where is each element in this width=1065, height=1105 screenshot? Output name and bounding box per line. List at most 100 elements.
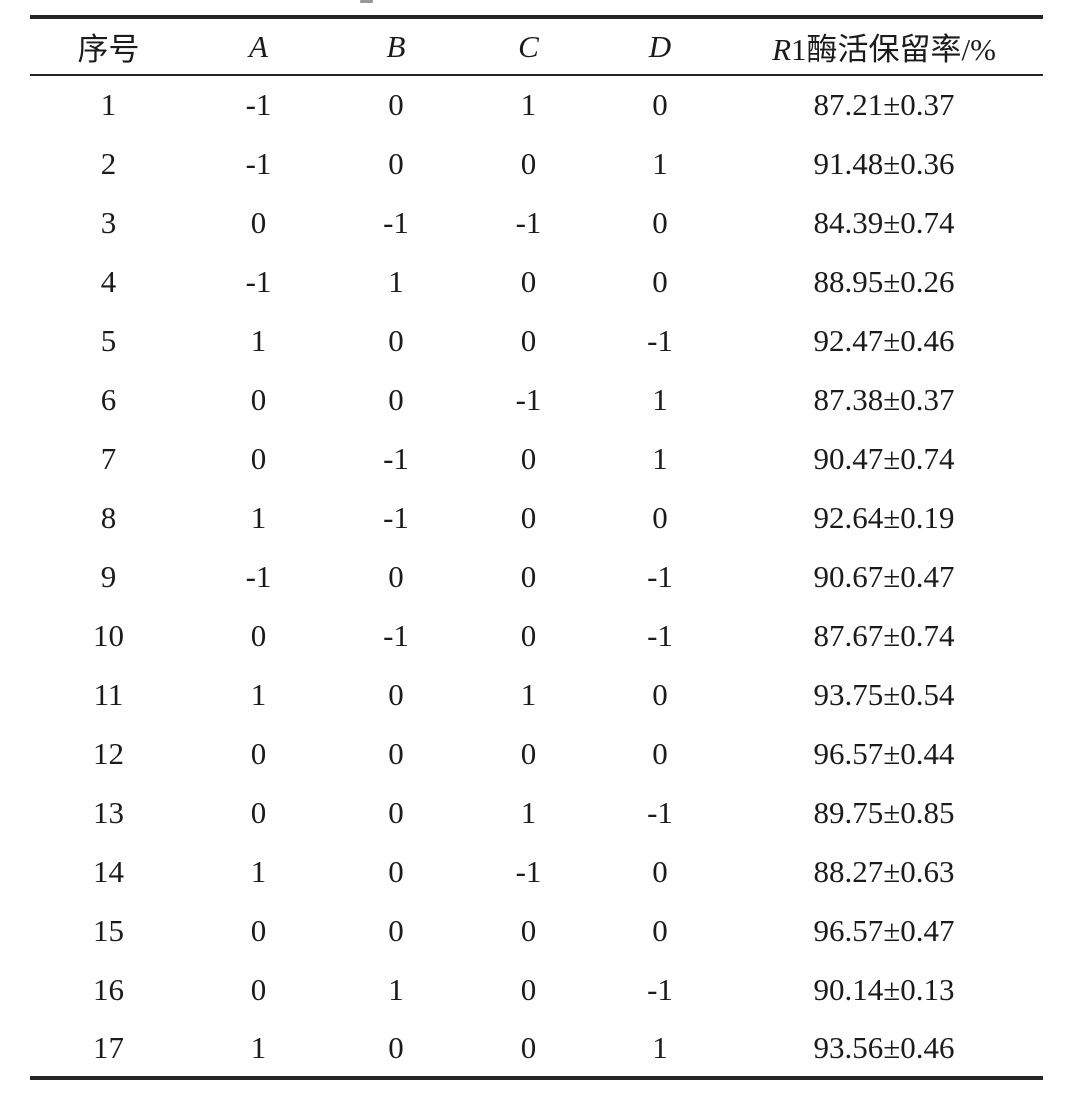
run-number-cell: 14 <box>93 853 124 889</box>
result-cell: 90.14±0.13 <box>813 971 955 1007</box>
factor-b-cell: 0 <box>388 322 404 358</box>
factor-d-cell: 0 <box>652 204 668 240</box>
clipped-caption-fragment <box>360 0 373 3</box>
factor-a-cell: -1 <box>245 145 272 181</box>
table-row: 14 1 0 -1 0 88.27±0.63 <box>30 842 1043 901</box>
factor-b-cell: 1 <box>388 263 404 299</box>
header-result: R1酶活保留率/% <box>725 17 1043 75</box>
run-number-cell: 11 <box>93 676 124 712</box>
run-number-cell: 4 <box>100 263 117 299</box>
table-row: 8 1 -1 0 0 92.64±0.19 <box>30 488 1043 547</box>
result-cell: 88.27±0.63 <box>813 853 955 889</box>
run-number-cell: 6 <box>100 381 117 417</box>
factor-c-cell: 0 <box>520 971 537 1007</box>
result-cell: 88.95±0.26 <box>813 263 955 299</box>
factor-d-cell: -1 <box>647 794 673 830</box>
experiment-design-table: 序号 A B C D R1酶活保留率/% 1 -1 0 1 0 87.21±0.37 2 -1… <box>30 15 1043 1080</box>
run-number-cell: 16 <box>93 971 124 1007</box>
run-number-cell: 10 <box>93 617 124 653</box>
result-cell: 89.75±0.85 <box>813 794 955 830</box>
factor-a-cell: 1 <box>250 853 267 889</box>
factor-b-cell: -1 <box>383 440 409 476</box>
table-body: 1 -1 0 1 0 87.21±0.37 2 -1 0 0 1 91.48±0.36 3 0 -1 -1 0 8… <box>30 75 1043 1078</box>
header-factor-a: A <box>249 28 268 64</box>
factor-a-cell: 0 <box>250 204 267 240</box>
factor-c-cell: 0 <box>520 617 537 653</box>
factor-c-cell: 1 <box>520 794 537 830</box>
result-cell: 96.57±0.47 <box>813 912 955 948</box>
factor-c-cell: 0 <box>520 440 537 476</box>
table-header: 序号 A B C D R1酶活保留率/% <box>30 17 1043 75</box>
factor-c-cell: 0 <box>520 912 537 948</box>
table-row: 3 0 -1 -1 0 84.39±0.74 <box>30 193 1043 252</box>
table-row: 2 -1 0 0 1 91.48±0.36 <box>30 134 1043 193</box>
run-number-cell: 13 <box>93 794 124 830</box>
factor-d-cell: 1 <box>652 1029 668 1065</box>
result-cell: 93.75±0.54 <box>813 676 955 712</box>
factor-c-cell: 0 <box>520 322 537 358</box>
factor-b-cell: 0 <box>388 381 404 417</box>
factor-a-cell: 0 <box>250 794 267 830</box>
run-number-cell: 3 <box>100 204 117 240</box>
result-cell: 87.21±0.37 <box>813 87 955 122</box>
factor-d-cell: -1 <box>647 322 673 358</box>
result-cell: 92.47±0.46 <box>813 322 955 358</box>
result-cell: 92.64±0.19 <box>813 499 955 535</box>
factor-d-cell: 0 <box>652 499 668 535</box>
table-row: 4 -1 1 0 0 88.95±0.26 <box>30 252 1043 311</box>
factor-d-cell: 1 <box>652 381 668 417</box>
table-row: 1 -1 0 1 0 87.21±0.37 <box>30 75 1043 134</box>
header-factor-d: D <box>648 28 672 64</box>
result-cell: 96.57±0.44 <box>813 735 955 771</box>
table-row: 12 0 0 0 0 96.57±0.44 <box>30 724 1043 783</box>
factor-b-cell: 0 <box>388 145 404 181</box>
factor-b-cell: 0 <box>388 676 404 712</box>
factor-b-cell: 0 <box>388 558 404 594</box>
factor-c-cell: -1 <box>515 204 542 240</box>
factor-d-cell: 0 <box>652 263 668 299</box>
run-number-cell: 1 <box>100 87 117 122</box>
result-cell: 91.48±0.36 <box>813 145 955 181</box>
factor-a-cell: -1 <box>245 558 272 594</box>
factor-d-cell: 0 <box>652 676 668 712</box>
run-number-cell: 15 <box>93 912 124 948</box>
result-cell: 90.47±0.74 <box>813 440 955 476</box>
factor-d-cell: 0 <box>652 735 668 771</box>
result-cell: 90.67±0.47 <box>813 558 955 594</box>
factor-d-cell: 0 <box>652 912 668 948</box>
factor-b-cell: 0 <box>388 87 404 122</box>
factor-b-cell: 0 <box>388 853 404 889</box>
header-result-symbol: R <box>772 32 791 67</box>
result-cell: 84.39±0.74 <box>813 204 955 240</box>
factor-a-cell: 0 <box>250 617 267 653</box>
factor-c-cell: -1 <box>515 381 542 417</box>
factor-c-cell: 0 <box>520 1029 537 1065</box>
factor-d-cell: 1 <box>652 440 668 476</box>
run-number-cell: 8 <box>100 499 117 535</box>
factor-d-cell: 0 <box>652 853 668 889</box>
factor-c-cell: 0 <box>520 499 537 535</box>
factor-c-cell: 0 <box>520 735 537 771</box>
factor-d-cell: -1 <box>647 971 673 1007</box>
table-row: 6 0 0 -1 1 87.38±0.37 <box>30 370 1043 429</box>
factor-b-cell: -1 <box>383 204 409 240</box>
run-number-cell: 5 <box>100 322 117 358</box>
table-row: 15 0 0 0 0 96.57±0.47 <box>30 901 1043 960</box>
table-row: 5 1 0 0 -1 92.47±0.46 <box>30 311 1043 370</box>
factor-a-cell: 1 <box>250 499 267 535</box>
factor-a-cell: 1 <box>250 676 267 712</box>
table-row: 17 1 0 0 1 93.56±0.46 <box>30 1019 1043 1078</box>
factor-a-cell: -1 <box>245 263 272 299</box>
run-number-cell: 12 <box>93 735 124 771</box>
factor-c-cell: 0 <box>520 145 537 181</box>
factor-a-cell: 0 <box>250 971 267 1007</box>
factor-a-cell: 0 <box>250 912 267 948</box>
factor-b-cell: 0 <box>388 794 404 830</box>
header-result-label: 1酶活保留率/% <box>791 32 996 67</box>
factor-b-cell: 0 <box>388 912 404 948</box>
run-number-cell: 17 <box>93 1029 124 1065</box>
factor-c-cell: 1 <box>520 87 537 122</box>
factor-a-cell: 0 <box>250 440 267 476</box>
factor-d-cell: 1 <box>652 145 668 181</box>
